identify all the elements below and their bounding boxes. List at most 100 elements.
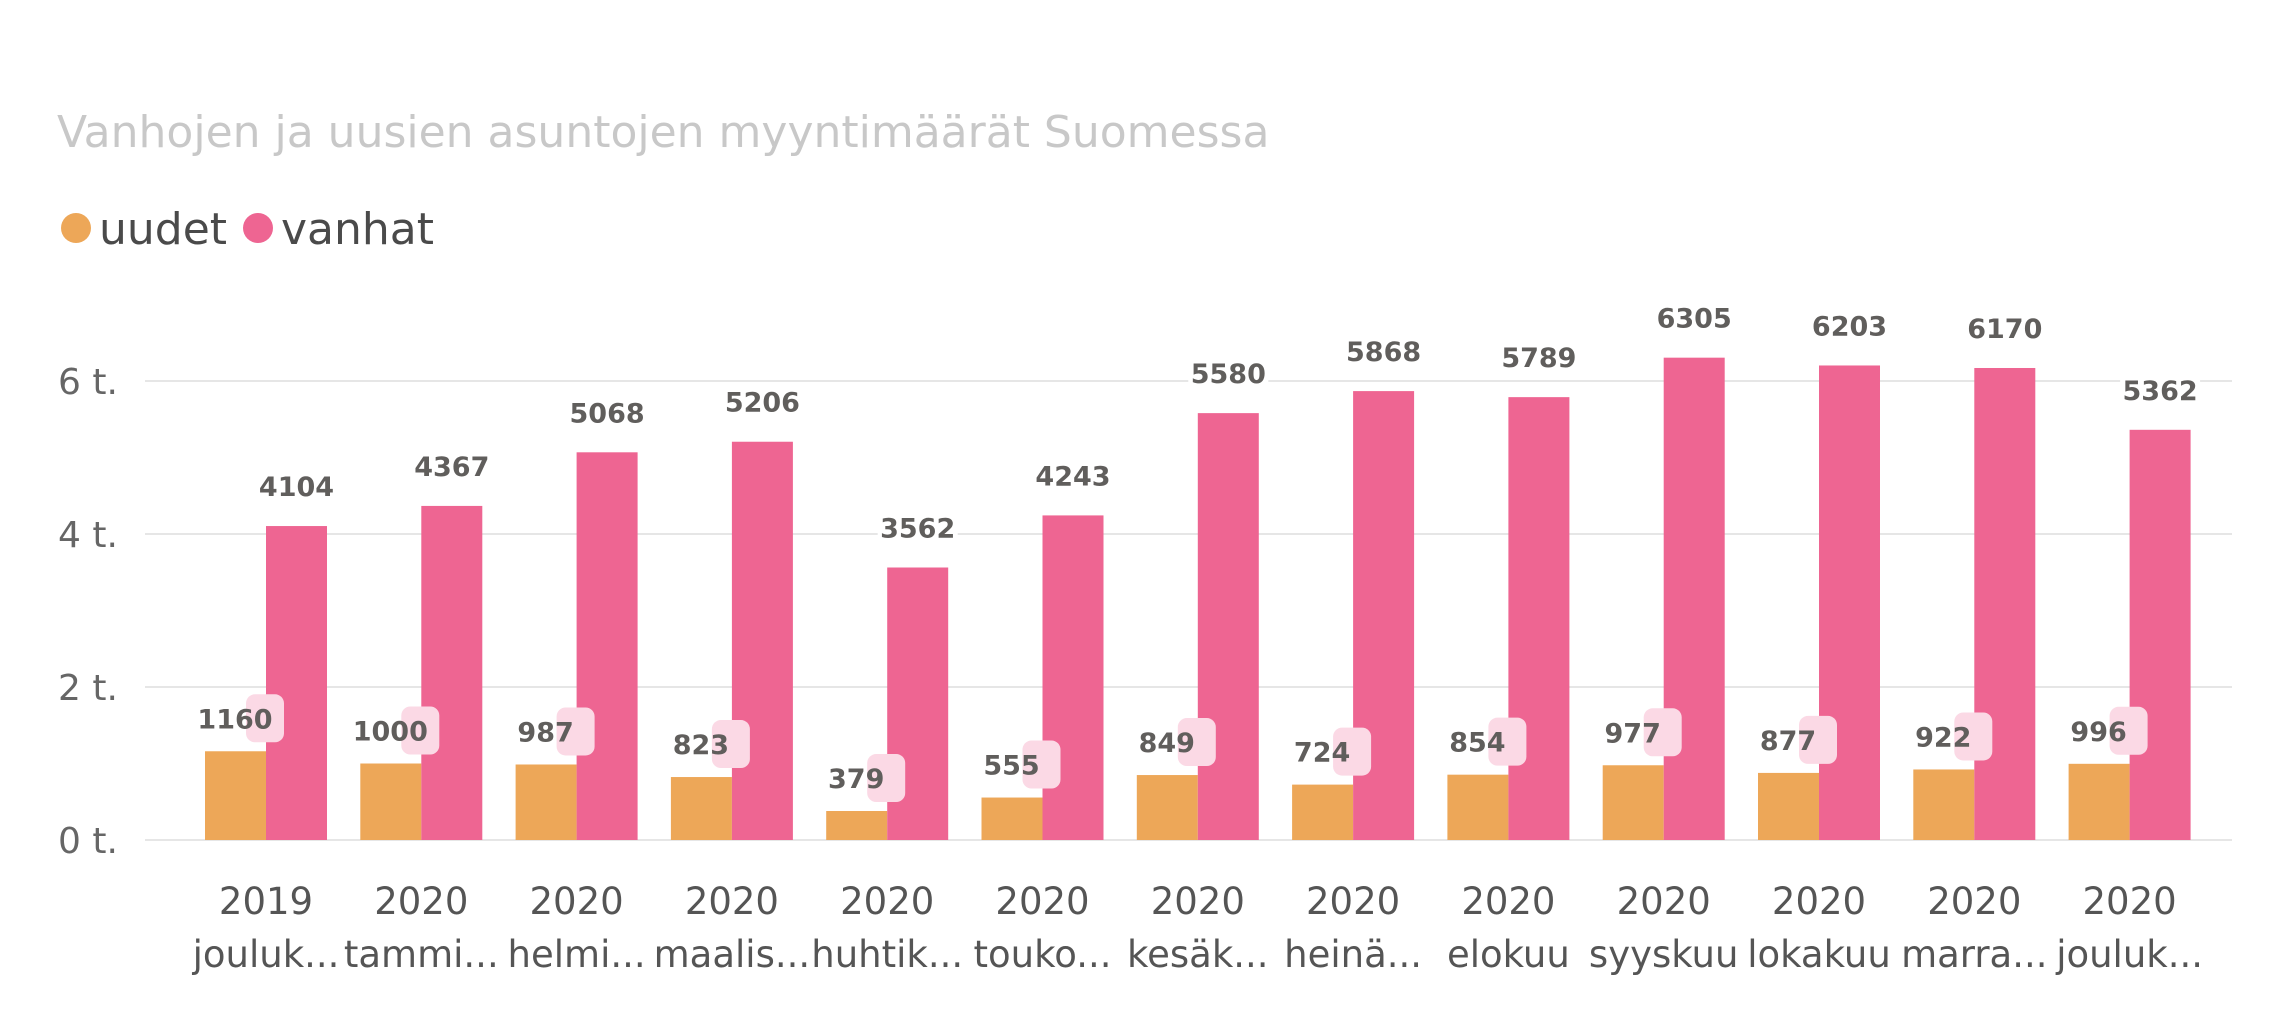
data-label-vanhat: 5206	[725, 388, 800, 419]
x-tick-label-month: helmi...	[508, 933, 646, 976]
x-tick-label-month: maalis...	[654, 933, 811, 976]
x-tick-label-year: 2020	[1772, 880, 1866, 923]
data-label-badge	[1177, 718, 1216, 767]
x-tick-label-year: 2020	[995, 880, 1089, 923]
x-tick-label-month: lokakuu	[1747, 933, 1891, 976]
data-label-bg	[722, 385, 803, 422]
x-tick-label-year: 2020	[1306, 880, 1400, 923]
x-tick-label-month: touko...	[974, 933, 1112, 976]
x-tick-label-month: elokuu	[1447, 933, 1570, 976]
data-label-badge	[246, 694, 284, 743]
data-label-badge	[2109, 706, 2148, 755]
data-label-uudet: 1000	[353, 717, 428, 748]
x-tick-label-month: heinä...	[1284, 933, 1422, 976]
data-label-vanhat: 4367	[414, 452, 489, 483]
x-tick-label-year: 2020	[685, 880, 779, 923]
chart-title: Vanhojen ja uusien asuntojen myyntimäärä…	[57, 107, 1269, 158]
legend-marker-vanhat	[243, 213, 273, 243]
data-label-vanhat: 6203	[1812, 311, 1887, 342]
x-tick-label-month: marra...	[1901, 933, 2047, 976]
data-label-uudet: 977	[1605, 718, 1661, 749]
legend-marker-uudet	[61, 213, 91, 243]
bar-uudet[interactable]	[1913, 769, 1975, 840]
bar-uudet[interactable]	[1758, 772, 1819, 840]
data-label-uudet: 996	[2070, 717, 2126, 748]
bar-vanhat[interactable]	[1197, 413, 1259, 840]
y-axis: 0 t. 2 t. 4 t. 6 t.	[58, 362, 118, 862]
bar-vanhat[interactable]	[731, 441, 793, 840]
data-label-uudet: 922	[1915, 722, 1971, 753]
bar-vanhat[interactable]	[1042, 515, 1104, 840]
data-label-bg	[411, 449, 492, 486]
bar-uudet[interactable]	[1136, 775, 1198, 840]
bar-uudet[interactable]	[670, 777, 732, 840]
data-label-vanhat: 5580	[1191, 359, 1266, 390]
bar-uudet[interactable]	[515, 764, 577, 840]
x-tick-label-month: kesäk...	[1127, 933, 1269, 976]
bars	[205, 357, 2191, 841]
data-label-vanhat: 3562	[880, 514, 955, 545]
legend: uudet vanhat	[61, 204, 434, 255]
data-label-bg	[256, 470, 337, 507]
x-tick-label-year: 2020	[1927, 880, 2021, 923]
bar-uudet[interactable]	[2068, 763, 2130, 840]
x-tick-label-year: 2019	[219, 880, 313, 923]
data-label-bg	[877, 511, 958, 548]
data-label-vanhat: 5789	[1501, 343, 1576, 374]
data-label-badge	[1799, 715, 1837, 764]
x-tick-label-year: 2020	[1151, 880, 1245, 923]
x-tick-label-month: jouluk...	[2055, 933, 2203, 976]
data-label-badge	[1954, 712, 1993, 761]
bar-vanhat[interactable]	[1974, 367, 2036, 840]
bar-uudet[interactable]	[1292, 784, 1354, 840]
legend-label-uudet[interactable]: uudet	[99, 204, 227, 255]
data-label-badge	[1333, 727, 1372, 776]
bar-vanhat[interactable]	[1508, 397, 1570, 840]
data-label-uudet: 823	[673, 730, 729, 761]
data-label-badge	[1022, 740, 1061, 789]
bar-vanhat[interactable]	[1819, 365, 1880, 840]
legend-label-vanhat[interactable]: vanhat	[281, 204, 434, 255]
data-label-uudet: 849	[1139, 728, 1195, 759]
data-labels: 4104 1160 4367 1000 5068 987 5206 823 3562 379 424…	[197, 301, 2201, 803]
bar-vanhat[interactable]	[2129, 429, 2191, 840]
data-label-bg	[1809, 309, 1890, 346]
bar-uudet[interactable]	[1602, 765, 1664, 840]
bar-uudet[interactable]	[981, 797, 1043, 840]
y-tick-label: 6 t.	[58, 362, 118, 403]
data-label-bg	[2120, 373, 2201, 410]
x-tick-label-year: 2020	[374, 880, 468, 923]
data-label-uudet: 379	[828, 764, 884, 795]
data-label-badge	[1488, 717, 1527, 766]
x-tick-label-year: 2020	[530, 880, 624, 923]
bar-uudet[interactable]	[205, 751, 266, 840]
x-tick-label-year: 2020	[2083, 880, 2177, 923]
bar-uudet[interactable]	[360, 763, 422, 841]
data-label-uudet: 987	[517, 717, 573, 748]
data-label-uudet: 877	[1760, 726, 1816, 757]
bar-vanhat[interactable]	[576, 452, 638, 840]
data-label-bg	[1343, 335, 1424, 372]
x-tick-label-month: tammi...	[344, 933, 499, 976]
data-label-vanhat: 4104	[259, 472, 334, 503]
bar-vanhat[interactable]	[1663, 357, 1725, 840]
data-label-uudet: 724	[1294, 738, 1350, 769]
x-tick-label-month: jouluk...	[192, 933, 340, 976]
data-label-bg	[1964, 311, 2045, 348]
x-tick-label-year: 2020	[1461, 880, 1555, 923]
bar-vanhat[interactable]	[421, 505, 483, 840]
bar-vanhat[interactable]	[266, 526, 327, 840]
x-tick-label-month: syyskuu	[1589, 933, 1739, 976]
x-axis: 2019 jouluk... 2020 tammi... 2020 helmi... 202…	[192, 880, 2203, 976]
bar-uudet[interactable]	[826, 811, 888, 840]
data-label-uudet: 1160	[197, 704, 272, 735]
data-label-vanhat: 4243	[1035, 461, 1110, 492]
bar-uudet[interactable]	[1447, 774, 1509, 840]
data-label-badge	[867, 754, 906, 803]
data-label-badge	[556, 707, 595, 756]
x-tick-label-year: 2020	[840, 880, 934, 923]
data-label-uudet: 854	[1449, 728, 1505, 759]
data-label-vanhat: 6170	[1967, 314, 2042, 345]
